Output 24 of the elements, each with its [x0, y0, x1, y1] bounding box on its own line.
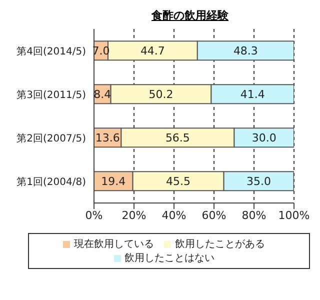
legend-label: 飲用したことはない: [124, 253, 214, 264]
legend-label: 飲用したことがある: [175, 239, 265, 250]
data-label: 13.6: [95, 132, 120, 145]
x-tick-label: 0%: [85, 208, 103, 222]
legend-label: 現在飲用している: [74, 239, 154, 250]
y-tick-label: 第1回(2004/8): [16, 176, 86, 188]
x-tick-label: 60%: [202, 208, 226, 222]
data-label: 35.0: [246, 175, 272, 188]
y-tick-label: 第3回(2011/5): [16, 88, 86, 101]
data-label: 45.5: [166, 175, 191, 188]
data-label: 56.5: [165, 132, 190, 145]
x-tick-label: 20%: [122, 208, 146, 222]
x-tick-label: 100%: [278, 208, 310, 222]
y-tick-label: 第2回(2007/5): [16, 132, 86, 144]
data-label: 30.0: [252, 132, 276, 145]
data-label: 48.3: [233, 44, 258, 58]
data-label: 44.7: [140, 44, 165, 58]
y-tick-label: 第4回(2014/5): [16, 45, 86, 58]
chart-title: 食酢の飲用経験: [150, 8, 230, 23]
data-label: 50.2: [148, 88, 174, 102]
data-label: 41.4: [240, 88, 265, 102]
x-tick-label: 40%: [162, 208, 186, 222]
data-label: 19.4: [101, 175, 126, 188]
x-tick-label: 80%: [242, 208, 266, 222]
